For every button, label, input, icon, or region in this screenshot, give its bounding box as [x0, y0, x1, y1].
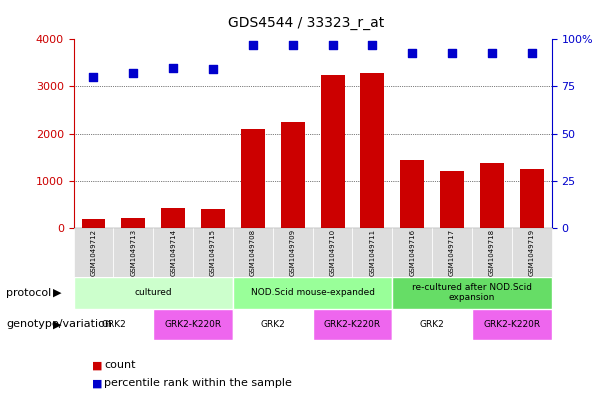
Bar — [400, 160, 424, 228]
Bar — [281, 122, 305, 228]
Text: GSM1049717: GSM1049717 — [449, 229, 455, 276]
FancyBboxPatch shape — [193, 228, 233, 277]
Point — [527, 50, 537, 56]
Text: GRK2-K220R: GRK2-K220R — [164, 320, 222, 329]
Bar — [201, 209, 225, 228]
Text: cultured: cultured — [134, 288, 172, 297]
Text: count: count — [104, 360, 135, 371]
FancyBboxPatch shape — [233, 309, 313, 340]
Text: ■: ■ — [92, 360, 102, 371]
FancyBboxPatch shape — [313, 309, 392, 340]
Text: NOD.Scid mouse-expanded: NOD.Scid mouse-expanded — [251, 288, 375, 297]
Point — [407, 50, 417, 56]
FancyBboxPatch shape — [352, 228, 392, 277]
Text: GSM1049718: GSM1049718 — [489, 229, 495, 276]
Text: genotype/variation: genotype/variation — [6, 319, 112, 329]
Bar — [82, 219, 105, 228]
Text: GSM1049712: GSM1049712 — [91, 229, 96, 276]
Bar — [241, 129, 265, 228]
Text: GRK2: GRK2 — [261, 320, 285, 329]
FancyBboxPatch shape — [233, 228, 273, 277]
Point — [248, 42, 258, 48]
Bar — [440, 171, 464, 228]
FancyBboxPatch shape — [113, 228, 153, 277]
Bar — [520, 169, 544, 228]
Text: GSM1049719: GSM1049719 — [529, 229, 535, 276]
FancyBboxPatch shape — [74, 228, 113, 277]
Text: ▶: ▶ — [53, 288, 61, 298]
Text: GSM1049713: GSM1049713 — [131, 229, 136, 276]
Text: GRK2: GRK2 — [420, 320, 444, 329]
Point — [368, 42, 378, 48]
Text: GSM1049716: GSM1049716 — [409, 229, 415, 276]
FancyBboxPatch shape — [392, 228, 432, 277]
Bar — [121, 218, 145, 228]
FancyBboxPatch shape — [392, 309, 472, 340]
FancyBboxPatch shape — [74, 277, 233, 309]
FancyBboxPatch shape — [74, 309, 153, 340]
FancyBboxPatch shape — [153, 228, 193, 277]
FancyBboxPatch shape — [392, 277, 552, 309]
FancyBboxPatch shape — [313, 228, 352, 277]
Text: GRK2: GRK2 — [101, 320, 126, 329]
Text: protocol: protocol — [6, 288, 51, 298]
Point — [208, 66, 218, 73]
Point — [328, 42, 338, 48]
Text: ▶: ▶ — [53, 319, 61, 329]
Point — [168, 64, 178, 71]
FancyBboxPatch shape — [233, 277, 392, 309]
Bar — [321, 75, 345, 228]
FancyBboxPatch shape — [153, 309, 233, 340]
Bar — [480, 163, 504, 228]
Point — [487, 50, 497, 56]
Text: GSM1049714: GSM1049714 — [170, 229, 176, 276]
Text: ■: ■ — [92, 378, 102, 388]
Text: re-cultured after NOD.Scid
expansion: re-cultured after NOD.Scid expansion — [412, 283, 532, 303]
Text: percentile rank within the sample: percentile rank within the sample — [104, 378, 292, 388]
Text: GSM1049708: GSM1049708 — [250, 229, 256, 276]
FancyBboxPatch shape — [472, 309, 552, 340]
Text: GSM1049710: GSM1049710 — [330, 229, 335, 276]
Text: GSM1049715: GSM1049715 — [210, 229, 216, 276]
FancyBboxPatch shape — [512, 228, 552, 277]
Text: GRK2-K220R: GRK2-K220R — [324, 320, 381, 329]
FancyBboxPatch shape — [472, 228, 512, 277]
Point — [447, 50, 457, 56]
Bar — [161, 208, 185, 228]
Point — [129, 70, 139, 76]
Text: GSM1049709: GSM1049709 — [290, 229, 295, 276]
Text: GDS4544 / 33323_r_at: GDS4544 / 33323_r_at — [229, 16, 384, 30]
Point — [88, 74, 98, 80]
Text: GRK2-K220R: GRK2-K220R — [483, 320, 541, 329]
Text: GSM1049711: GSM1049711 — [370, 229, 375, 276]
Point — [288, 42, 298, 48]
Bar — [360, 73, 384, 228]
FancyBboxPatch shape — [273, 228, 313, 277]
FancyBboxPatch shape — [432, 228, 472, 277]
